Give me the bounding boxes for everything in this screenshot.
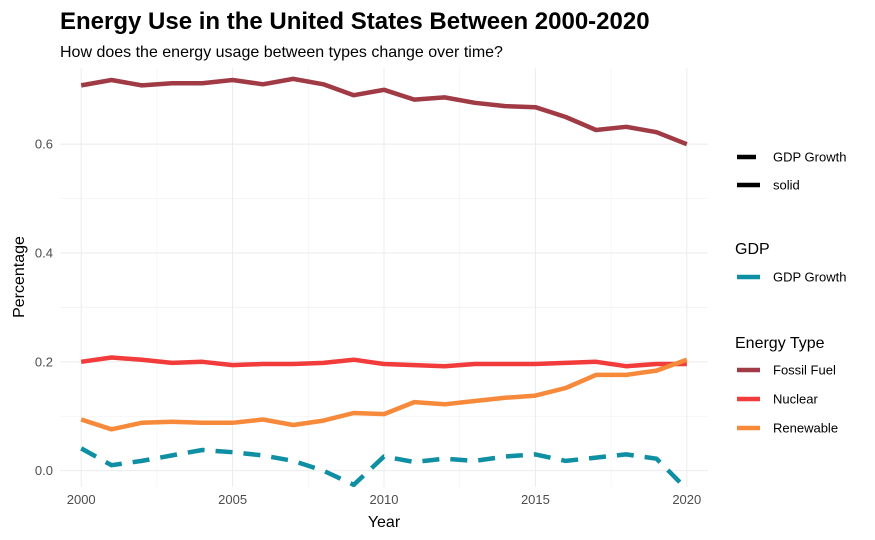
chart-title: Energy Use in the United States Between … (60, 8, 650, 35)
series-line-renewable (80, 357, 688, 432)
series-lines (80, 76, 689, 491)
y-tick-label: 0.2 (35, 354, 53, 369)
legend-label: Renewable (773, 421, 838, 436)
y-tick-label: 0.6 (35, 137, 53, 152)
x-tick-label: 2005 (218, 492, 247, 507)
chart-subtitle: How does the energy usage between types … (60, 44, 503, 61)
legend-label: GDP Growth (773, 270, 846, 285)
x-tick-label: 2000 (67, 492, 96, 507)
x-tick-labels: 2000 2005 2010 2015 2020 (67, 492, 702, 507)
x-axis-title: Year (368, 514, 401, 531)
y-tick-label: 0.0 (35, 463, 53, 478)
y-tick-labels: 0.0 0.2 0.4 0.6 (35, 137, 53, 478)
x-tick-label: 2010 (370, 492, 399, 507)
legend-label: solid (773, 178, 800, 193)
y-tick-label: 0.4 (35, 246, 53, 261)
legend-title: Energy Type (735, 335, 825, 352)
series-line-nuclear (80, 355, 687, 369)
legend-label: GDP Growth (773, 150, 846, 165)
x-tick-label: 2020 (672, 492, 701, 507)
legend-label: Nuclear (773, 392, 818, 407)
series-line-gdp-growth (80, 446, 689, 491)
legend-label: Fossil Fuel (773, 363, 836, 378)
legend-title: GDP (735, 241, 770, 258)
y-axis-title: Percentage (11, 236, 28, 318)
x-tick-label: 2015 (521, 492, 550, 507)
series-line-fossil-fuel (80, 76, 688, 147)
